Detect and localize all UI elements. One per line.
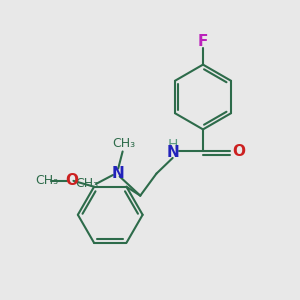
Text: CH₃: CH₃ [75,177,98,190]
Text: CH₃: CH₃ [112,137,136,150]
Text: O: O [65,173,79,188]
Text: H: H [167,138,178,152]
Text: CH₃: CH₃ [35,174,58,187]
Text: N: N [112,166,124,181]
Text: N: N [166,146,179,160]
Text: F: F [198,34,208,49]
Text: O: O [232,144,245,159]
